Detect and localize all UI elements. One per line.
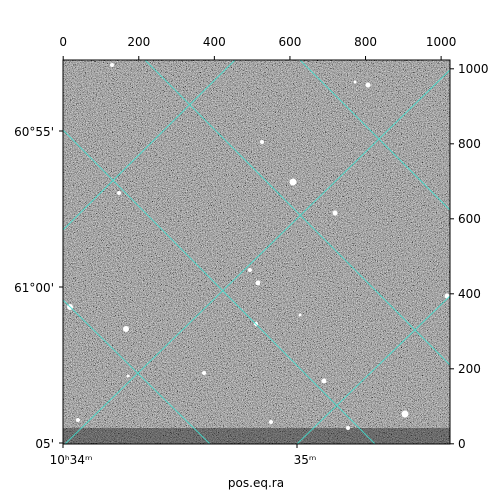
x-axis-label: pos.eq.ra	[228, 476, 284, 490]
y-tick-label: 1000	[458, 62, 489, 76]
y-tick-label: 0	[458, 437, 466, 451]
y-tick-label: 600	[458, 212, 481, 226]
dec-tick-label: 05'	[35, 437, 54, 451]
x-tick-label: 1000	[426, 35, 457, 49]
x-tick-label: 800	[354, 35, 377, 49]
y-tick-label: 400	[458, 287, 481, 301]
coordinate-grid	[62, 59, 451, 445]
dark-edge	[63, 428, 450, 444]
y-tick-label: 800	[458, 137, 481, 151]
x-tick-label: 0	[59, 35, 67, 49]
x-tick-label: 600	[278, 35, 301, 49]
dec-tick-label: 61°00'	[14, 281, 54, 295]
frame	[62, 59, 451, 445]
x-tick-label: 200	[127, 35, 150, 49]
noise-image	[63, 60, 450, 444]
image	[62, 59, 451, 445]
y-tick-label: 200	[458, 362, 481, 376]
ra-tick-label: 10ʰ34ᵐ	[50, 453, 93, 467]
ra-tick-label: 35ᵐ	[294, 453, 317, 467]
dec-tick-label: 60°55'	[14, 125, 54, 139]
x-tick-label: 400	[203, 35, 226, 49]
